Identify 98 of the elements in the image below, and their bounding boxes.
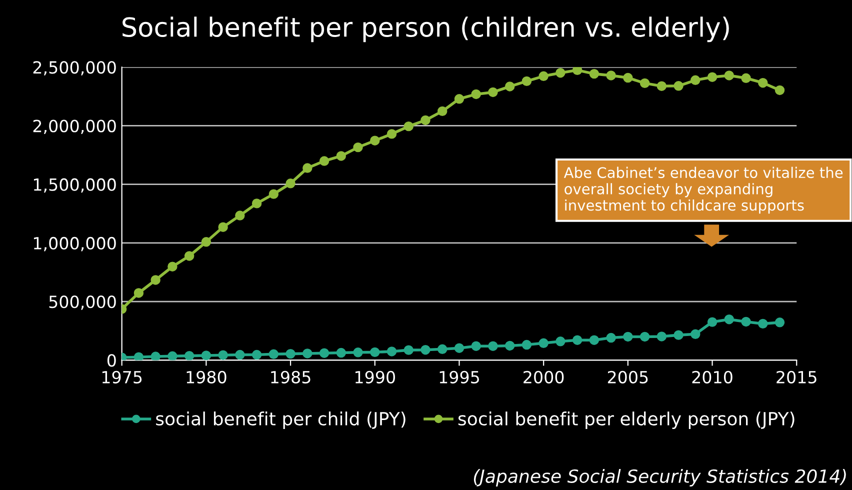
point [623,332,633,342]
point [724,314,734,324]
point [674,330,684,340]
point [437,106,448,116]
point [522,340,532,350]
point [674,81,684,91]
x-tick-label: 1990 [356,370,395,384]
point [572,335,582,345]
point [386,346,397,356]
legend-label: social benefit per child (JPY) [156,412,406,430]
y-tick-label: 500,000 [49,296,116,310]
point [353,348,363,358]
point [252,350,262,360]
annotation: Abe Cabinet’s endeavor to vitalize the overall society by expanding investment to childcare supports [564,166,843,214]
x-tick-label: 1980 [186,370,226,384]
point [471,89,481,100]
point [606,332,616,343]
point [589,335,600,345]
point [168,351,178,360]
point [286,178,296,188]
point [640,332,650,342]
point [134,352,144,360]
y-tick-label: 2,500,000 [33,61,116,76]
point [420,115,430,126]
point [235,350,245,360]
point [150,275,160,285]
point [488,341,498,351]
point [538,71,548,82]
point [353,142,363,152]
point [538,338,548,348]
point [302,163,312,173]
point [336,348,346,358]
point [218,350,228,360]
chart-title: Social benefit per person (children vs. elderly) [122,16,729,42]
text: (Japanese Social Security Statistics 2014) [474,469,846,486]
point [437,344,448,354]
point [168,262,178,272]
y-tick-label: 0 [107,354,116,367]
point [201,350,212,360]
point [707,317,718,327]
point [286,348,296,359]
point [758,318,768,329]
point [184,350,194,360]
point [302,348,312,358]
point [774,85,785,96]
point [319,348,330,358]
point [504,340,515,351]
point [386,129,397,139]
point [690,75,700,85]
x-tick-label: 2015 [776,370,816,384]
y-tick-label: 1,000,000 [34,236,116,252]
point [268,189,279,199]
point [774,318,785,328]
point [504,82,515,92]
point [572,67,582,76]
x-tick-label: 1975 [102,370,142,384]
point [606,70,616,80]
point [556,68,566,78]
x-tick-label: 1995 [440,370,479,384]
point [623,72,633,83]
point [640,78,650,88]
point [741,316,751,327]
x-tick-label: 1985 [271,370,310,384]
point [556,336,566,346]
point [589,68,600,79]
y-tick-label: 1,500,000 [34,178,116,193]
point [201,237,212,247]
point [134,288,144,298]
point [707,72,718,82]
point [370,136,380,146]
point [370,347,380,358]
point [319,156,330,166]
point [656,332,667,342]
point [656,81,667,91]
x-tick-label: 2010 [692,370,732,384]
point [184,251,194,261]
point [150,352,160,360]
point [218,222,228,232]
point [488,87,498,98]
point [404,121,414,132]
point [454,94,464,104]
point [471,341,481,351]
point [252,198,262,208]
point [336,151,346,161]
point [741,73,751,84]
point [690,329,700,339]
point [724,70,734,80]
x-tick-label: 2000 [524,370,564,384]
point [404,345,414,355]
point [758,78,768,88]
point [454,343,464,353]
legend-label: social benefit per elderly person (JPY) [458,412,794,430]
point [268,349,279,360]
point [522,76,532,86]
point [235,210,245,220]
point [420,344,430,355]
y-tick-label: 2,000,000 [33,120,116,134]
x-tick-label: 2005 [608,370,648,384]
